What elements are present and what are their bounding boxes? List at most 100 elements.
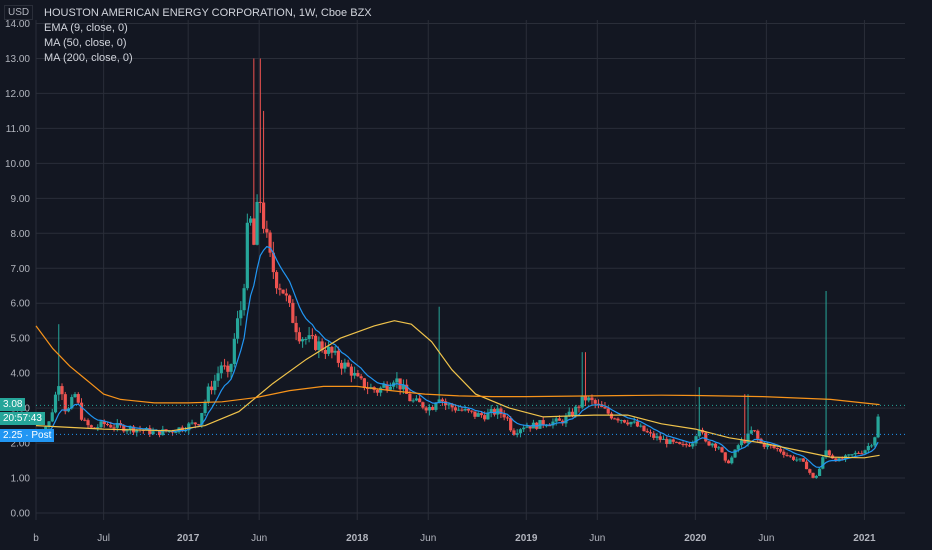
- candle-body: [853, 452, 857, 455]
- ema9-line: [35, 245, 879, 469]
- candle-body: [83, 419, 87, 421]
- candle-body: [379, 387, 383, 393]
- candle-body: [57, 386, 61, 395]
- candle-body: [606, 408, 610, 414]
- candle-body: [557, 418, 562, 421]
- candle-body: [209, 386, 214, 391]
- x-tick-label: Jul: [97, 533, 110, 544]
- candle-body: [564, 415, 568, 424]
- candle-body: [814, 476, 818, 478]
- candle-body: [873, 437, 877, 446]
- candle-body: [333, 350, 337, 353]
- candle-body: [76, 394, 80, 403]
- candle-body: [96, 427, 100, 429]
- candle-body: [265, 228, 269, 233]
- candle-body: [483, 415, 487, 420]
- candle-body: [340, 362, 344, 369]
- candle-body: [349, 366, 353, 376]
- candle-body: [505, 417, 510, 419]
- candle-body: [359, 376, 363, 379]
- candle-body: [717, 447, 721, 449]
- x-tick-label: Jun: [589, 533, 605, 544]
- candle-body: [817, 468, 822, 477]
- candle-body: [222, 365, 227, 367]
- x-tick-label: Jun: [758, 533, 774, 544]
- candle-body: [418, 398, 422, 403]
- candle-body: [255, 201, 259, 245]
- candle-body: [235, 318, 240, 339]
- candle-body: [551, 421, 555, 426]
- x-tick-label: Jun: [251, 533, 267, 544]
- candle-body: [203, 401, 207, 414]
- candle-body: [850, 454, 854, 456]
- x-tick-label: 2021: [853, 533, 876, 544]
- candle-body: [869, 445, 874, 447]
- candle-body: [489, 409, 493, 413]
- last-price-tag: 3.08: [0, 398, 26, 411]
- chart-legend: HOUSTON AMERICAN ENERGY CORPORATION, 1W,…: [44, 6, 372, 66]
- candle-body: [541, 420, 545, 426]
- candle-body: [294, 322, 298, 333]
- candle-body: [626, 422, 630, 425]
- candle-body: [587, 397, 591, 401]
- y-tick-label: 14.00: [5, 19, 30, 30]
- candle-body: [60, 386, 64, 395]
- legend-ma200: MA (200, close, 0): [44, 52, 133, 64]
- chart-title: HOUSTON AMERICAN ENERGY CORPORATION, 1W,…: [44, 7, 372, 19]
- candle-body: [518, 429, 523, 434]
- candle-body: [301, 339, 305, 342]
- candle-body: [232, 338, 236, 365]
- candle-body: [148, 428, 152, 435]
- candle-body: [157, 429, 162, 436]
- candle-body: [167, 431, 171, 433]
- candle-body: [811, 472, 815, 478]
- candle-body: [499, 408, 503, 415]
- candle-body: [366, 388, 370, 390]
- candle-body: [53, 394, 58, 413]
- candle-body: [798, 458, 802, 460]
- candle-body: [112, 427, 116, 429]
- candle-body: [245, 222, 249, 289]
- candle-body: [704, 432, 708, 442]
- candle-body: [79, 402, 84, 420]
- y-tick-label: 10.00: [5, 159, 30, 170]
- candle-body: [782, 451, 786, 455]
- candle-body: [382, 384, 386, 388]
- candle-body: [258, 201, 262, 203]
- candle-body: [239, 310, 243, 319]
- candle-body: [743, 440, 747, 443]
- y-tick-label: 6.00: [11, 299, 31, 310]
- candle-body: [733, 449, 737, 458]
- candle-body: [876, 416, 880, 438]
- y-tick-label: 0.00: [11, 509, 31, 520]
- candle-body: [216, 373, 220, 381]
- candle-body: [278, 288, 282, 290]
- candle-body: [710, 443, 714, 446]
- candle-body: [261, 202, 266, 229]
- candle-body: [665, 438, 669, 444]
- candle-body: [304, 339, 308, 341]
- candle-body: [648, 432, 653, 434]
- candle-body: [661, 438, 666, 440]
- candle-body: [92, 427, 97, 429]
- candle-body: [840, 458, 844, 460]
- candle-body: [447, 404, 451, 406]
- candle-body: [635, 421, 640, 427]
- candle-body: [785, 454, 789, 456]
- candle-body: [174, 432, 178, 434]
- candle-body: [187, 423, 191, 431]
- candle-body: [274, 272, 279, 289]
- candle-body: [190, 422, 194, 424]
- candle-body: [466, 408, 471, 411]
- candle-body: [502, 414, 506, 418]
- y-tick-label: 12.00: [5, 89, 30, 100]
- candle-body: [678, 442, 682, 445]
- candle-body: [492, 409, 497, 415]
- x-tick-label: 2019: [515, 533, 538, 544]
- candle-body: [486, 412, 490, 420]
- y-tick-label: 11.00: [6, 124, 31, 135]
- candle-body: [401, 384, 405, 390]
- candle-body: [804, 461, 809, 470]
- candle-body: [395, 378, 399, 383]
